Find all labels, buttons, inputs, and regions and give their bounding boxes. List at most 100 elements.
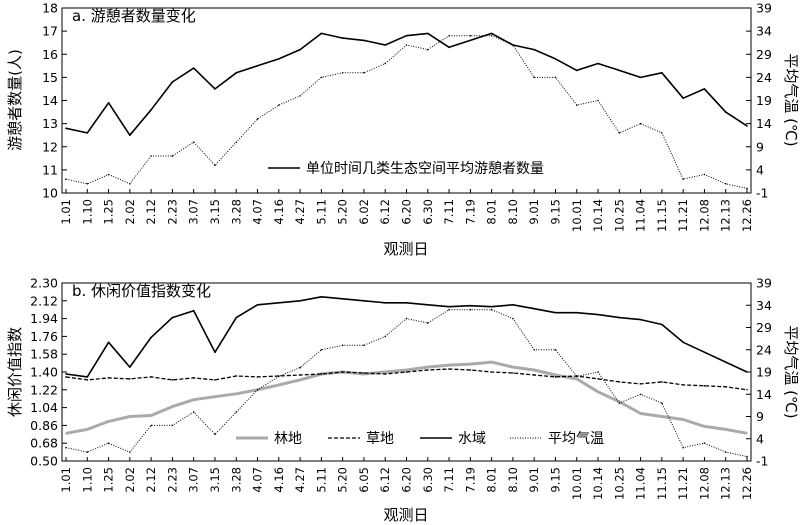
left-tick-label: 1.04 xyxy=(30,400,58,415)
x-tick-label: 11.21 xyxy=(676,199,690,232)
left-tick-label: 1.58 xyxy=(30,347,58,362)
left-tick-label: 11 xyxy=(42,162,58,177)
x-tick-label: 12.26 xyxy=(740,199,754,232)
series-3-point xyxy=(107,442,110,445)
series-0-point xyxy=(235,392,238,395)
series-2-point xyxy=(448,305,450,308)
series-1-point xyxy=(107,377,110,379)
left-tick-label: 1.40 xyxy=(30,365,58,380)
right-tick-label: 4 xyxy=(756,162,764,177)
x-tick-label: 1.25 xyxy=(102,199,116,225)
x-tick-label: 11.21 xyxy=(676,467,690,500)
series-0-point xyxy=(575,69,578,72)
series-0-point xyxy=(703,425,706,428)
x-tick-label: 4.16 xyxy=(272,467,286,493)
x-tick-label: 12.08 xyxy=(697,467,711,500)
series-3-point xyxy=(341,344,344,347)
series-0-point xyxy=(533,369,535,371)
series-1-point xyxy=(490,371,493,373)
x-tick-label: 5.11 xyxy=(314,199,328,225)
x-tick-label: 2.02 xyxy=(123,199,137,225)
x-tick-label: 5.20 xyxy=(336,199,350,225)
series-1-point xyxy=(554,376,557,378)
right-tick-label: 9 xyxy=(756,139,764,154)
series-1-point xyxy=(618,381,621,383)
series-3-point xyxy=(256,389,259,391)
x-tick-label: 7.11 xyxy=(442,467,456,493)
series-3-point xyxy=(384,335,387,338)
panel-b-x-label: 观测日 xyxy=(383,506,428,524)
series-1-point xyxy=(469,34,472,37)
series-0-point xyxy=(554,374,557,376)
series-3-point xyxy=(299,366,301,369)
series-0-point xyxy=(299,48,301,51)
series-2-point xyxy=(86,376,89,378)
x-tick-label: 10.25 xyxy=(612,199,626,232)
series-1-point xyxy=(256,376,259,378)
x-tick-label: 4.27 xyxy=(293,467,307,493)
left-tick-label: 12 xyxy=(42,139,58,154)
series-0-point xyxy=(618,400,621,403)
x-tick-label: 3.28 xyxy=(229,467,243,493)
series-0-point xyxy=(320,32,323,35)
series-0-point xyxy=(129,415,131,418)
right-tick-label: 4 xyxy=(756,431,764,446)
series-1-point xyxy=(171,379,174,381)
x-tick-label: 5.20 xyxy=(336,467,350,493)
series-3-point xyxy=(533,348,535,351)
series-0-point xyxy=(469,363,472,365)
panel-b-legend: 林地 草地 水域 平均气温 xyxy=(236,431,604,447)
series-0-point xyxy=(256,65,259,67)
left-tick-label: 0.86 xyxy=(30,418,58,433)
series-1-point xyxy=(575,104,578,106)
legend-label-water: 水域 xyxy=(458,431,486,447)
series-1-point xyxy=(86,379,89,381)
series-3-point xyxy=(575,375,578,378)
series-0-point xyxy=(661,415,663,418)
series-1-point xyxy=(469,369,472,371)
series-0-point xyxy=(235,71,238,74)
x-tick-label: 12.13 xyxy=(719,467,733,500)
x-tick-label: 11.15 xyxy=(655,199,669,232)
series-2-point xyxy=(469,304,472,307)
panel-a-x-label: 观测日 xyxy=(383,240,428,258)
series-1-point xyxy=(235,141,238,143)
series-line-3 xyxy=(65,309,748,458)
series-3-point xyxy=(320,348,323,351)
series-1-point xyxy=(150,155,152,157)
series-3-point xyxy=(746,455,748,458)
series-1-point xyxy=(639,383,642,385)
series-0-point xyxy=(65,127,67,130)
panel-b-right-ticks: -1 4 9 14 19 24 29 34 39 xyxy=(746,276,772,469)
series-0-point xyxy=(107,420,110,423)
x-tick-label: 1.01 xyxy=(59,467,73,493)
series-1-point xyxy=(192,141,195,143)
series-3-point xyxy=(661,402,663,404)
series-0-point xyxy=(129,134,131,136)
series-0-point xyxy=(490,32,493,35)
series-2-point xyxy=(724,361,727,363)
x-tick-label: 10.01 xyxy=(570,467,584,500)
series-0-point xyxy=(682,418,684,421)
series-1-point xyxy=(533,374,535,376)
series-3-point xyxy=(490,308,493,311)
series-1-point xyxy=(235,375,238,377)
series-1-point xyxy=(618,132,621,134)
series-1-point xyxy=(703,173,706,176)
x-tick-label: 3.15 xyxy=(208,199,222,225)
series-1-point xyxy=(256,118,259,120)
series-2-point xyxy=(150,336,152,339)
right-tick-label: 19 xyxy=(756,365,772,380)
series-0-point xyxy=(405,34,408,37)
series-1-point xyxy=(278,104,280,106)
series-0-point xyxy=(490,361,493,363)
left-tick-label: 1.76 xyxy=(30,329,58,344)
right-tick-label: 29 xyxy=(756,47,772,62)
panel-a-legend: 单位时间几类生态空间平均游憩者数量 xyxy=(268,160,544,177)
series-1-point xyxy=(746,389,748,391)
series-0-point xyxy=(661,71,663,74)
x-tick-label: 4.07 xyxy=(251,199,265,225)
series-2-point xyxy=(490,305,493,308)
x-tick-label: 3.07 xyxy=(187,199,201,225)
series-1-point xyxy=(426,48,429,51)
